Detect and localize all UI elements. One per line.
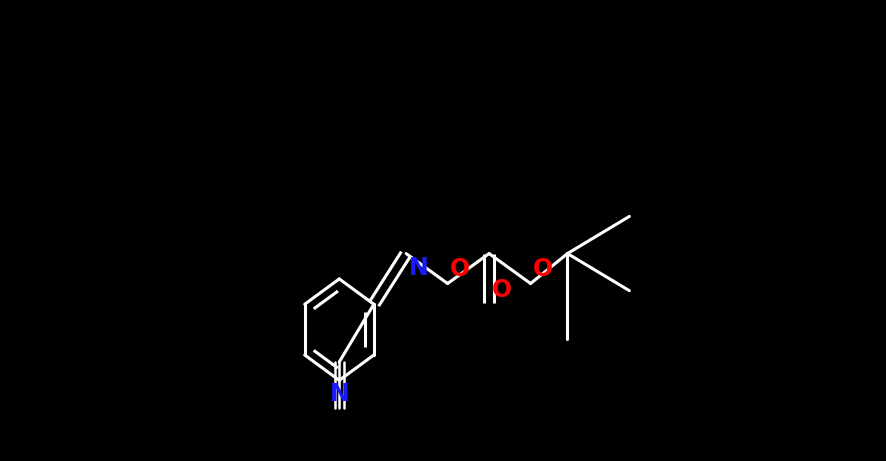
Text: O: O <box>532 257 553 281</box>
Text: N: N <box>408 256 428 280</box>
Text: O: O <box>450 257 470 281</box>
Text: N: N <box>330 382 349 406</box>
Text: O: O <box>492 278 511 302</box>
